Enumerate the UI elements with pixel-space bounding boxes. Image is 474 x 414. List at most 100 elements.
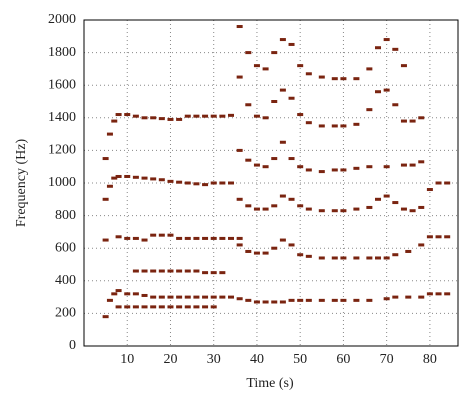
point xyxy=(236,236,243,240)
y-tick-label: 400 xyxy=(55,273,76,288)
point xyxy=(158,269,165,273)
point xyxy=(271,300,278,304)
point xyxy=(141,116,148,120)
point xyxy=(297,253,304,257)
point xyxy=(366,108,373,112)
point xyxy=(383,38,390,42)
x-tick-label: 70 xyxy=(380,352,394,367)
point xyxy=(202,114,209,118)
point xyxy=(392,295,399,299)
point xyxy=(111,176,118,180)
point xyxy=(383,256,390,260)
y-tick-label: 200 xyxy=(55,306,76,321)
point xyxy=(102,238,109,242)
point xyxy=(167,117,174,121)
point xyxy=(102,315,109,319)
point xyxy=(167,179,174,183)
point xyxy=(245,249,252,253)
point xyxy=(245,51,252,55)
point xyxy=(115,113,122,117)
point xyxy=(236,75,243,79)
point xyxy=(383,194,390,198)
point xyxy=(375,256,382,260)
point xyxy=(150,177,157,181)
point xyxy=(202,183,209,187)
point xyxy=(426,188,433,192)
point xyxy=(279,194,286,198)
point xyxy=(418,243,425,247)
y-axis-label: Frequency (Hz) xyxy=(14,139,29,228)
y-tick-label: 1000 xyxy=(48,175,76,190)
x-tick-label: 30 xyxy=(207,352,221,367)
point xyxy=(405,249,412,253)
point xyxy=(141,293,148,297)
point xyxy=(435,292,442,296)
point xyxy=(228,113,235,117)
point xyxy=(400,64,407,68)
y-tick-label: 1600 xyxy=(48,77,76,92)
point xyxy=(271,246,278,250)
point xyxy=(124,174,131,178)
point xyxy=(245,204,252,208)
point xyxy=(245,158,252,162)
point xyxy=(318,209,325,213)
point xyxy=(288,243,295,247)
point xyxy=(141,176,148,180)
point xyxy=(400,119,407,123)
point xyxy=(366,205,373,209)
point xyxy=(176,180,183,184)
point xyxy=(418,205,425,209)
x-tick-label: 20 xyxy=(163,352,177,367)
point xyxy=(132,305,139,309)
point xyxy=(262,165,269,169)
point xyxy=(167,295,174,299)
point xyxy=(279,140,286,144)
point xyxy=(297,64,304,68)
point xyxy=(184,236,191,240)
point xyxy=(184,305,191,309)
point xyxy=(353,207,360,211)
point xyxy=(409,163,416,167)
point xyxy=(305,254,312,258)
point xyxy=(245,103,252,107)
point xyxy=(184,269,191,273)
point xyxy=(176,269,183,273)
point xyxy=(124,305,131,309)
point xyxy=(176,295,183,299)
point xyxy=(353,256,360,260)
point xyxy=(435,235,442,239)
point xyxy=(331,124,338,128)
point xyxy=(305,298,312,302)
point xyxy=(331,298,338,302)
point xyxy=(279,38,286,42)
point xyxy=(228,181,235,185)
point xyxy=(132,236,139,240)
point xyxy=(392,201,399,205)
point xyxy=(444,235,451,239)
point xyxy=(193,182,200,186)
point xyxy=(262,116,269,120)
point xyxy=(279,238,286,242)
point xyxy=(253,300,260,304)
y-tick-label: 1400 xyxy=(48,110,76,125)
point xyxy=(288,42,295,46)
point xyxy=(253,64,260,68)
point xyxy=(193,269,200,273)
point xyxy=(331,256,338,260)
point xyxy=(245,298,252,302)
point xyxy=(305,72,312,76)
point xyxy=(253,114,260,118)
point xyxy=(340,209,347,213)
point xyxy=(383,297,390,301)
point xyxy=(418,116,425,120)
point xyxy=(305,168,312,172)
point xyxy=(288,157,295,161)
point xyxy=(141,269,148,273)
x-tick-label: 50 xyxy=(293,352,307,367)
point xyxy=(184,114,191,118)
point xyxy=(210,295,217,299)
point xyxy=(271,157,278,161)
point xyxy=(253,207,260,211)
point xyxy=(150,305,157,309)
